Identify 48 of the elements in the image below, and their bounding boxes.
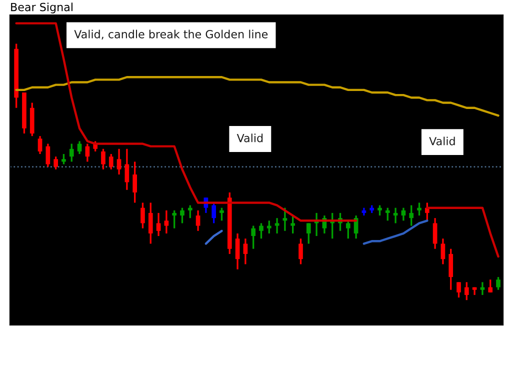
text: Valid, candle break the Golden line [74,30,268,40]
candlestick [38,135,42,155]
candlestick [116,148,122,176]
candlestick [196,210,200,232]
candlestick [235,232,240,270]
candlestick [101,148,106,170]
candlestick [385,206,390,222]
candlestick [488,278,493,294]
candlestick [77,140,82,155]
candlestick [496,276,500,291]
annotation: Valid [429,136,455,146]
candlestick [54,156,58,170]
annotation: Valid [236,134,263,142]
candlestick [456,281,461,298]
candlestick [298,238,303,266]
candlestick [124,148,130,191]
candlestick [409,204,414,227]
candlestick [464,281,469,301]
candlestick [266,220,272,234]
candlestick [85,142,90,163]
candlestick [251,224,256,250]
candlestick [148,202,153,245]
candlestick [290,214,296,234]
candlestick [243,238,248,266]
candlestick [212,202,216,224]
candlestick [69,142,74,163]
candlestick [188,204,192,219]
candlestick [401,206,406,222]
chart-title: Bear Signal [11,2,72,14]
candlestick [180,206,184,224]
candlestick [220,206,224,222]
candlestick [306,222,311,245]
candlestick [108,153,114,170]
candlestick [46,142,50,168]
candlestick [346,220,350,240]
candlestick [448,248,454,291]
candlestick [432,217,438,250]
candlestick [417,202,422,216]
candlestick [274,217,280,234]
candlestick [164,210,169,234]
candlestick [132,160,138,204]
candlestick [378,204,382,216]
candlestick [156,212,161,237]
candlestick [259,222,264,240]
candlestick [140,202,145,230]
candlestick [440,238,446,266]
candlestick [172,210,177,230]
candlestick [62,153,66,166]
